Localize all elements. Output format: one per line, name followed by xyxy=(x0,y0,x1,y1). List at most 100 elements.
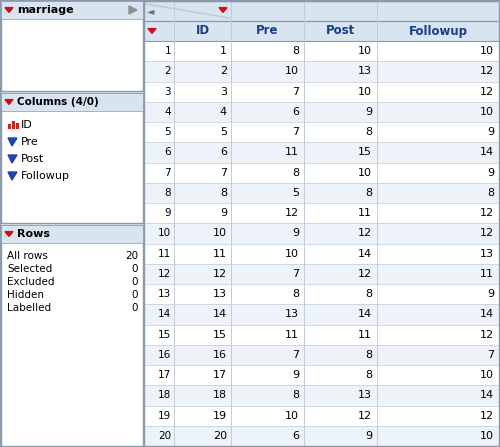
Text: 17: 17 xyxy=(213,370,227,380)
Bar xyxy=(144,284,499,304)
Text: 11: 11 xyxy=(285,148,299,157)
Text: 9: 9 xyxy=(292,228,299,238)
Text: 10: 10 xyxy=(285,66,299,76)
Text: 8: 8 xyxy=(292,168,299,177)
Text: 10: 10 xyxy=(358,46,372,56)
Text: 16: 16 xyxy=(213,350,227,360)
Text: 6: 6 xyxy=(220,148,227,157)
Text: 8: 8 xyxy=(487,188,494,198)
Bar xyxy=(144,122,499,142)
Text: 12: 12 xyxy=(480,228,494,238)
Polygon shape xyxy=(8,172,17,180)
Text: 12: 12 xyxy=(285,208,299,218)
Bar xyxy=(144,183,499,203)
Bar xyxy=(1,93,143,223)
Text: 14: 14 xyxy=(158,309,171,319)
Bar xyxy=(144,264,499,284)
Text: 9: 9 xyxy=(487,289,494,299)
Text: 8: 8 xyxy=(292,289,299,299)
Text: 9: 9 xyxy=(292,370,299,380)
Text: 10: 10 xyxy=(285,249,299,259)
Bar xyxy=(1,1,143,19)
Text: Pre: Pre xyxy=(21,137,39,147)
Text: 5: 5 xyxy=(220,127,227,137)
Text: 4: 4 xyxy=(164,107,171,117)
Text: 11: 11 xyxy=(158,249,171,259)
Text: 15: 15 xyxy=(158,329,171,340)
Text: 9: 9 xyxy=(487,168,494,177)
Text: ID: ID xyxy=(196,25,209,38)
Bar xyxy=(1,1,143,91)
Bar xyxy=(144,385,499,405)
Text: 9: 9 xyxy=(164,208,171,218)
Text: 0: 0 xyxy=(132,264,138,274)
Text: 10: 10 xyxy=(480,431,494,441)
Bar xyxy=(1,225,143,243)
Text: 10: 10 xyxy=(358,87,372,97)
Text: 12: 12 xyxy=(358,228,372,238)
Text: 2: 2 xyxy=(164,66,171,76)
Text: 10: 10 xyxy=(285,411,299,421)
Bar xyxy=(144,41,499,61)
Bar xyxy=(144,81,499,102)
Text: Rows: Rows xyxy=(17,229,50,239)
Text: 9: 9 xyxy=(365,431,372,441)
Text: 12: 12 xyxy=(213,269,227,279)
Text: 13: 13 xyxy=(285,309,299,319)
Polygon shape xyxy=(8,138,17,146)
Text: 12: 12 xyxy=(158,269,171,279)
Text: 15: 15 xyxy=(213,329,227,340)
Bar xyxy=(12,121,15,129)
Text: 12: 12 xyxy=(480,411,494,421)
Text: 12: 12 xyxy=(480,87,494,97)
Text: 13: 13 xyxy=(358,390,372,401)
Text: 11: 11 xyxy=(358,329,372,340)
Text: 18: 18 xyxy=(213,390,227,401)
Bar xyxy=(144,1,499,21)
Text: 0: 0 xyxy=(132,303,138,313)
Polygon shape xyxy=(129,6,137,14)
Text: 13: 13 xyxy=(480,249,494,259)
Text: 9: 9 xyxy=(365,107,372,117)
Text: 6: 6 xyxy=(292,431,299,441)
Text: Selected: Selected xyxy=(7,264,52,274)
Text: 10: 10 xyxy=(480,107,494,117)
Bar xyxy=(144,365,499,385)
Text: 4: 4 xyxy=(220,107,227,117)
Polygon shape xyxy=(5,232,13,236)
Text: 12: 12 xyxy=(358,269,372,279)
Text: 20: 20 xyxy=(213,431,227,441)
Text: 7: 7 xyxy=(292,350,299,360)
Text: 8: 8 xyxy=(365,289,372,299)
Text: 7: 7 xyxy=(220,168,227,177)
Text: 3: 3 xyxy=(220,87,227,97)
Text: 6: 6 xyxy=(164,148,171,157)
Text: 13: 13 xyxy=(158,289,171,299)
Text: 8: 8 xyxy=(164,188,171,198)
Bar xyxy=(144,345,499,365)
Bar xyxy=(144,21,499,41)
Text: 3: 3 xyxy=(164,87,171,97)
Text: 7: 7 xyxy=(487,350,494,360)
Text: ID: ID xyxy=(21,120,33,130)
Bar xyxy=(144,244,499,264)
Text: 13: 13 xyxy=(213,289,227,299)
Bar xyxy=(144,223,499,244)
Bar xyxy=(144,203,499,223)
Polygon shape xyxy=(5,8,13,13)
Text: 10: 10 xyxy=(480,370,494,380)
Text: 8: 8 xyxy=(365,188,372,198)
Text: 1: 1 xyxy=(164,46,171,56)
Text: Post: Post xyxy=(326,25,355,38)
Bar xyxy=(144,163,499,183)
Text: 1: 1 xyxy=(220,46,227,56)
Bar xyxy=(144,304,499,325)
Text: 9: 9 xyxy=(487,127,494,137)
Text: 13: 13 xyxy=(358,66,372,76)
Text: 8: 8 xyxy=(220,188,227,198)
Text: 14: 14 xyxy=(480,148,494,157)
Text: 8: 8 xyxy=(365,350,372,360)
Bar xyxy=(16,123,19,129)
Text: 9: 9 xyxy=(220,208,227,218)
Text: Pre: Pre xyxy=(256,25,279,38)
